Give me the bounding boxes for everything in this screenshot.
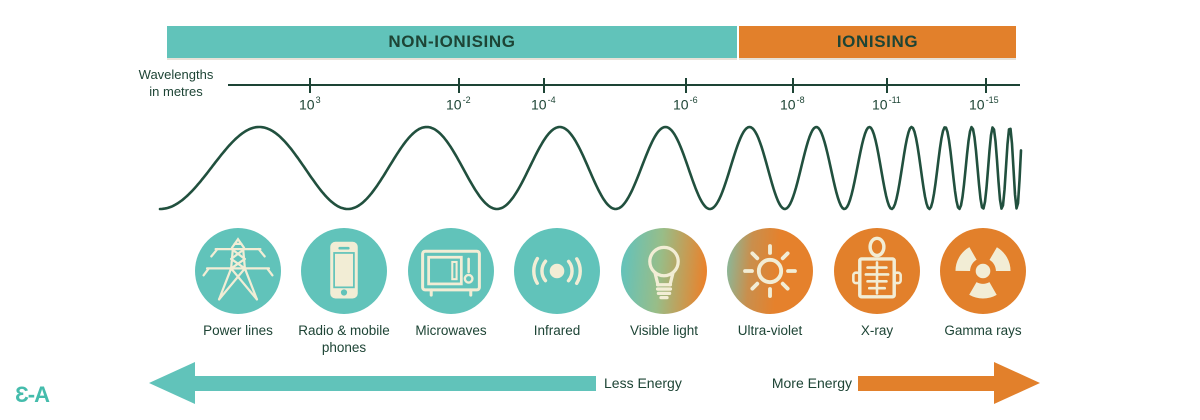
- less-energy-arrowhead: [149, 362, 195, 404]
- axis-label: Wavelengths in metres: [126, 66, 226, 100]
- spectrum-label: Infrared: [533, 323, 581, 338]
- spectrum-label: Gamma rays: [944, 323, 1022, 338]
- spectrum-label: Ultra-violet: [737, 323, 803, 338]
- more-energy-arrowhead: [994, 362, 1040, 404]
- axis-tick-label: 10-2: [446, 95, 471, 113]
- more-energy-label: More Energy: [771, 375, 852, 391]
- xray-icon: [834, 228, 920, 314]
- spectrum-label: X-ray: [860, 323, 894, 338]
- sun-icon: [727, 228, 813, 314]
- power-lines-icon: [195, 228, 281, 314]
- more-energy-arrow: [858, 376, 995, 391]
- radiation-icon: [940, 228, 1026, 314]
- mobile-phone-icon: [301, 228, 387, 314]
- axis-tick: [685, 78, 687, 93]
- non-ionising-band: NON-IONISING: [167, 26, 737, 58]
- wavelength-axis: [228, 84, 1020, 86]
- microwave-icon: [408, 228, 494, 314]
- spectrum-label: Power lines: [203, 323, 273, 338]
- axis-tick: [458, 78, 460, 93]
- spectrum-label: Microwaves: [415, 323, 487, 338]
- logo: Ɛ-A: [15, 382, 50, 407]
- spectrum-label: Visible light: [629, 323, 699, 338]
- axis-tick-label: 103: [299, 95, 321, 113]
- axis-tick-label: 10-6: [673, 95, 698, 113]
- axis-tick-label: 10-4: [531, 95, 556, 113]
- axis-tick-label: 10-8: [780, 95, 805, 113]
- axis-tick: [792, 78, 794, 93]
- less-energy-arrow: [193, 376, 596, 391]
- axis-label-line1: Wavelengths: [138, 67, 214, 82]
- ionising-band: IONISING: [739, 26, 1016, 58]
- less-energy-label: Less Energy: [604, 375, 682, 391]
- infrared-icon: [514, 228, 600, 314]
- axis-tick: [543, 78, 545, 93]
- axis-tick: [886, 78, 888, 93]
- spectrum-label: Radio & mobile phones: [298, 323, 390, 355]
- axis-tick-label: 10-15: [969, 95, 999, 113]
- light-bulb-icon: [621, 228, 707, 314]
- axis-label-line2: in metres: [149, 84, 203, 99]
- axis-tick: [985, 78, 987, 93]
- axis-tick-label: 10-11: [872, 95, 901, 113]
- axis-tick: [309, 78, 311, 93]
